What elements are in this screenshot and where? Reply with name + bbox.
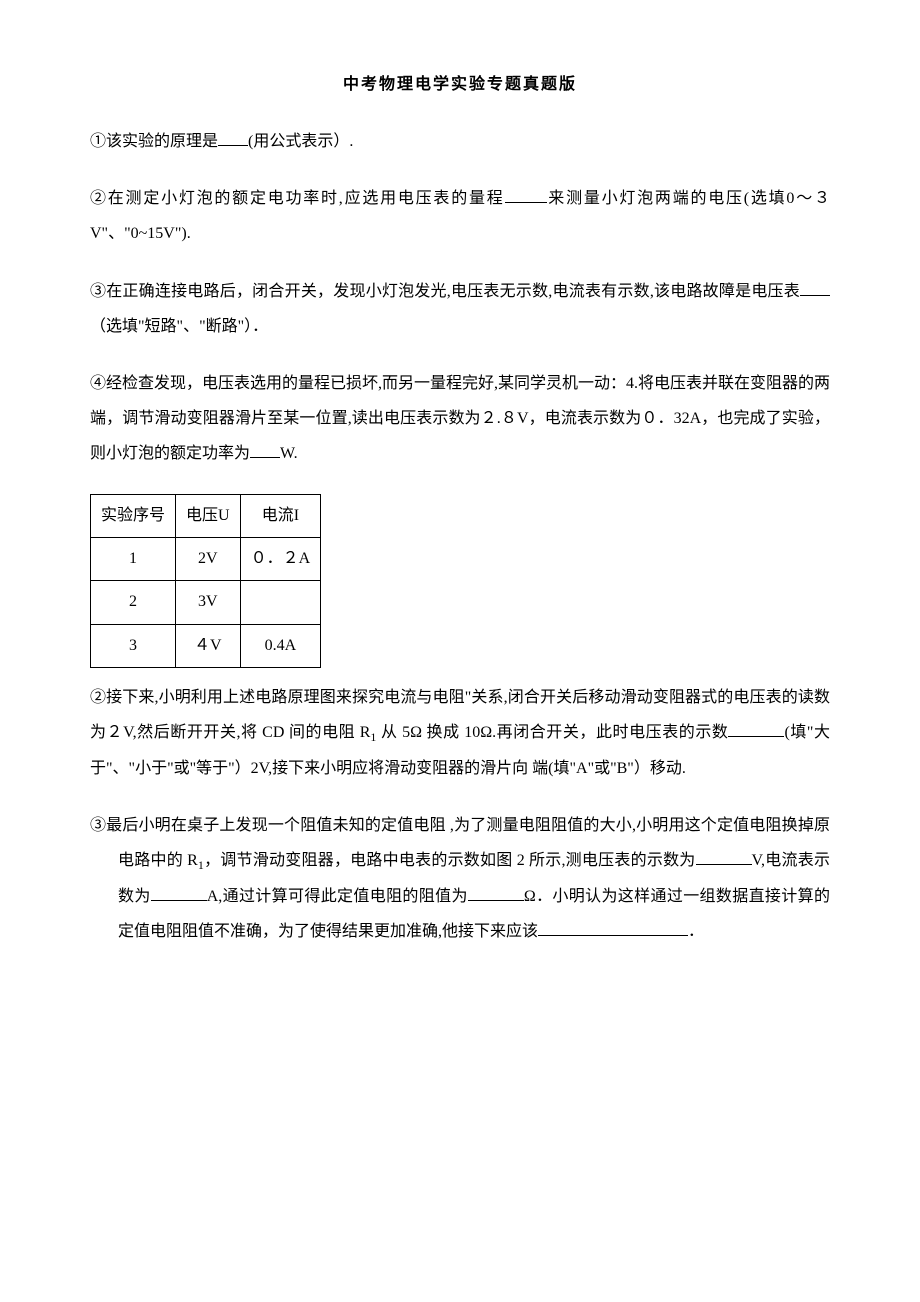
- page-title: 中考物理电学实验专题真题版: [90, 70, 830, 94]
- table-row: 2 3V: [91, 581, 321, 624]
- blank-q6-1: [696, 849, 752, 865]
- table-header-row: 实验序号 电压U 电流I: [91, 494, 321, 537]
- blank-q6-3: [468, 885, 524, 901]
- table-cell: 3: [91, 624, 176, 667]
- data-table: 实验序号 电压U 电流I 1 2V ０．２A 2 3V 3 ４V 0.4A: [90, 494, 321, 669]
- q3-text-b: （选填"短路"、"断路"）．: [90, 318, 268, 335]
- table-cell: 2: [91, 581, 176, 624]
- q6-text-b: ，调节滑动变阻器，电路中电表的示数如图 2 所示,测电压表的示数为: [204, 852, 696, 869]
- table-row: 3 ４V 0.4A: [91, 624, 321, 667]
- blank-q3: [800, 280, 830, 296]
- question-1: ①该实验的原理是 (用公式表示）.: [90, 124, 830, 159]
- q1-text: ①该实验的原理是: [90, 133, 218, 150]
- table-header-cell: 电压U: [176, 494, 241, 537]
- blank-q6-4: [538, 920, 688, 936]
- blank-q5: [728, 721, 784, 737]
- blank-q1: [218, 130, 248, 146]
- table-row: 1 2V ０．２A: [91, 537, 321, 580]
- q4-text: ④经检查发现，电压表选用的量程已损坏,而另一量程完好,某同学灵机一动：4.将电压…: [90, 375, 830, 462]
- question-2: ②在测定小灯泡的额定电功率时,应选用电压表的量程来测量小灯泡两端的电压(选填0～…: [90, 181, 830, 251]
- table-header-cell: 实验序号: [91, 494, 176, 537]
- table-cell: ４V: [176, 624, 241, 667]
- table-cell: [240, 581, 321, 624]
- q5-text-b: 从 5Ω 换成 10Ω.再闭合开关，此时电压表的示数: [376, 724, 728, 741]
- blank-q4: [250, 442, 280, 458]
- blank-q6-2: [151, 885, 207, 901]
- question-3: ③在正确连接电路后，闭合开关，发现小灯泡发光,电压表无示数,电流表有示数,该电路…: [90, 274, 830, 344]
- table-cell: 0.4A: [240, 624, 321, 667]
- q3-text-a: ③在正确连接电路后，闭合开关，发现小灯泡发光,电压表无示数,电流表有示数,该电路…: [90, 283, 800, 300]
- q6-text-d: A,通过计算可得此定值电阻的阻值为: [207, 888, 468, 905]
- question-6: ③最后小明在桌子上发现一个阻值未知的定值电阻 ,为了测量电阻阻值的大小,小明用这…: [90, 808, 830, 949]
- blank-q2: [505, 187, 547, 203]
- q2-text: ②在测定小灯泡的额定电功率时,应选用电压表的量程: [90, 190, 505, 207]
- question-4: ④经检查发现，电压表选用的量程已损坏,而另一量程完好,某同学灵机一动：4.将电压…: [90, 366, 830, 472]
- table-cell: 3V: [176, 581, 241, 624]
- q1-suffix: (用公式表示）.: [248, 133, 353, 150]
- q6-text-f: ．: [688, 923, 704, 940]
- table-cell: 1: [91, 537, 176, 580]
- table-cell: 2V: [176, 537, 241, 580]
- question-5: ②接下来,小明利用上述电路原理图来探究电流与电阻"关系,闭合开关后移动滑动变阻器…: [90, 680, 830, 786]
- q4-suffix: W.: [280, 445, 298, 462]
- table-cell: ０．２A: [240, 537, 321, 580]
- table-header-cell: 电流I: [240, 494, 321, 537]
